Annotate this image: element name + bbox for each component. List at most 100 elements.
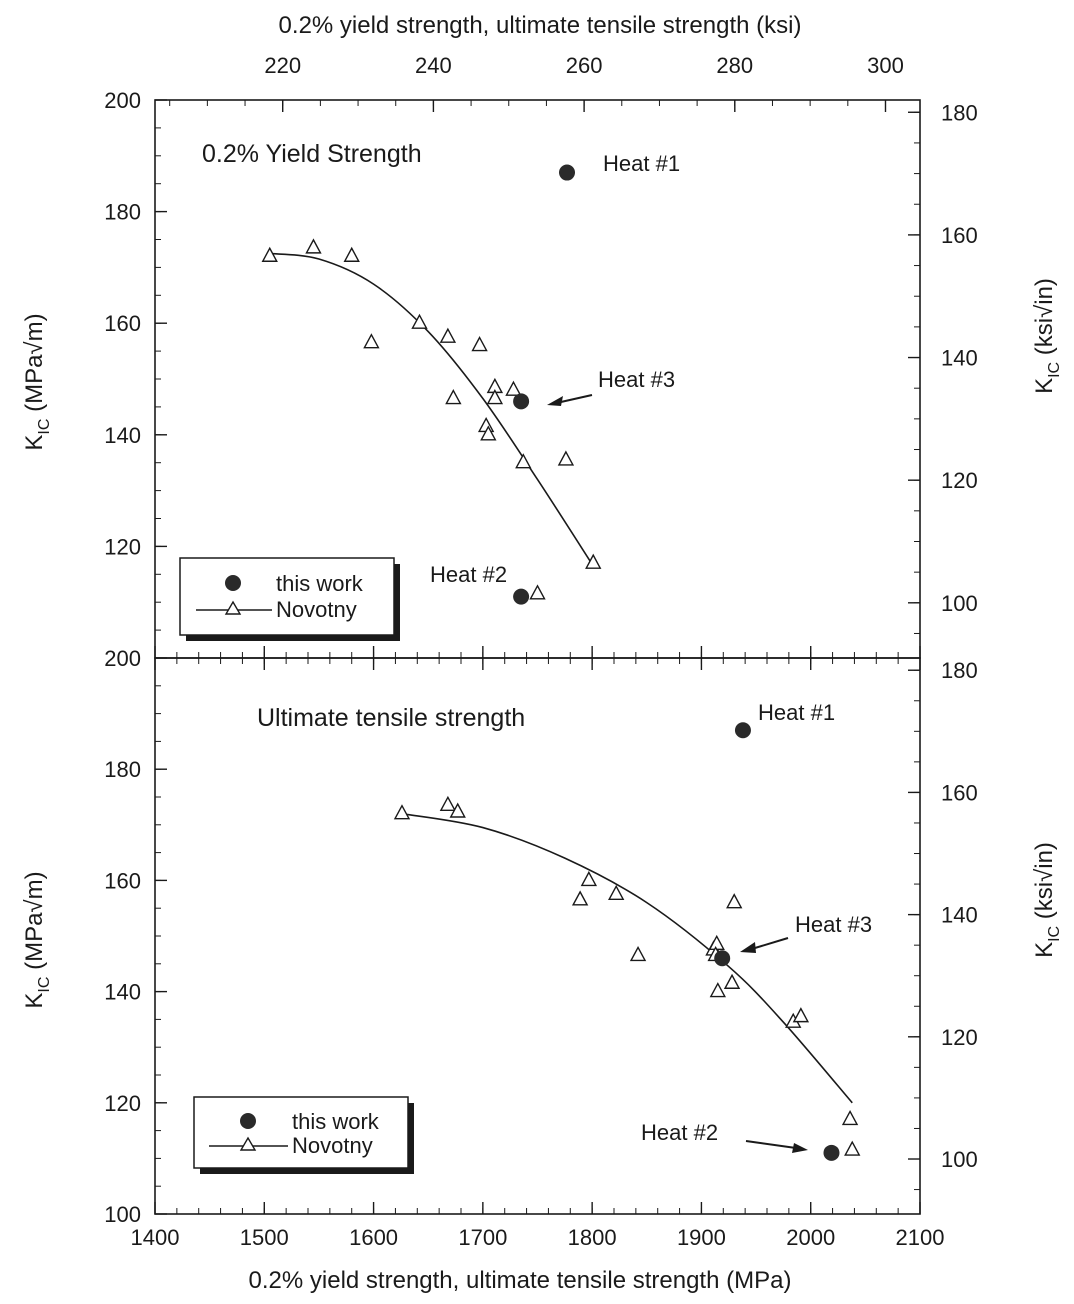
novotny-point-top xyxy=(439,327,457,343)
y-tick-label-top: 120 xyxy=(104,534,141,559)
novotny-point-top xyxy=(585,553,602,569)
legend-bottom: this work Novotny xyxy=(193,1096,414,1174)
x-tick-label: 1500 xyxy=(240,1225,289,1250)
top-x-tick-label: 260 xyxy=(566,53,603,78)
ylabel-sub: IC xyxy=(1046,362,1063,378)
novotny-point-top xyxy=(363,333,380,349)
novotny-point-top xyxy=(261,246,278,262)
novotny-point-bottom xyxy=(723,973,741,989)
this-work-point-bottom xyxy=(734,722,751,739)
novotny-point-bottom xyxy=(841,1110,859,1126)
bottom-axis-title: 0.2% yield strength, ultimate tensile st… xyxy=(249,1267,792,1294)
novotny-point-top xyxy=(305,238,322,254)
novotny-point-bottom xyxy=(449,802,466,818)
panel-top-left-ylabel: KIC (MPa√m) xyxy=(21,313,53,450)
ylabel-k: K xyxy=(1031,378,1058,394)
y-tick-label-bottom: 180 xyxy=(104,757,141,782)
x-tick-label: 2100 xyxy=(896,1225,945,1250)
right-y-tick-label-top: 140 xyxy=(941,346,978,371)
ylabel-unit: (MPa√m) xyxy=(21,871,48,976)
top-x-tick-label: 300 xyxy=(867,53,904,78)
ylabel-unit: (ksi√in) xyxy=(1031,278,1058,362)
legend-this-work-marker xyxy=(240,1113,256,1129)
annotation-bottom-heat2-arrow xyxy=(745,1140,808,1153)
novotny-point-top xyxy=(529,584,546,600)
annotation-top-heat3-arrow xyxy=(547,394,593,406)
annotation-bottom-heat3-arrow xyxy=(740,937,789,953)
legend-this-work-label: this work xyxy=(292,1109,380,1134)
novotny-point-top xyxy=(505,380,522,396)
right-y-tick-label-bottom: 160 xyxy=(941,780,978,805)
legend-novotny-marker xyxy=(239,1136,257,1151)
ylabel-sub: IC xyxy=(36,419,53,435)
novotny-point-bottom xyxy=(726,893,743,909)
novotny-point-bottom xyxy=(629,945,647,962)
panel-top-right-ylabel: KIC (ksi√in) xyxy=(1031,278,1063,394)
this-work-point-top xyxy=(513,393,530,410)
panel-bottom-title: Ultimate tensile strength xyxy=(257,704,525,732)
ylabel-unit: (ksi√in) xyxy=(1031,842,1058,926)
novotny-point-bottom xyxy=(709,982,726,998)
top-x-tick-label: 280 xyxy=(716,53,753,78)
novotny-fit-curve-bottom xyxy=(401,812,853,1104)
y-tick-label-top: 180 xyxy=(104,200,141,225)
panel-bottom-right-ylabel: KIC (ksi√in) xyxy=(1031,842,1063,958)
right-y-tick-label-top: 160 xyxy=(941,223,978,248)
novotny-point-top xyxy=(471,336,488,352)
y-tick-label-top: 140 xyxy=(104,423,141,448)
ylabel-k: K xyxy=(21,993,48,1009)
panel-bottom-left-ylabel: KIC (MPa√m) xyxy=(21,871,53,1008)
axes-layer: 1400 1500 1600 1700 1800 1900 2000 2100 220 240 26… xyxy=(104,53,977,1250)
legend-novotny-label: Novotny xyxy=(292,1133,373,1158)
novotny-point-top xyxy=(480,425,497,441)
y-tick-label-top: 200 xyxy=(104,88,141,113)
legend-this-work-marker xyxy=(225,575,241,591)
right-y-tick-label-bottom: 180 xyxy=(941,658,978,683)
right-y-tick-label-bottom: 120 xyxy=(941,1025,978,1050)
novotny-point-bottom xyxy=(792,1007,810,1023)
legend-box xyxy=(193,1096,409,1169)
y-tick-label-bottom: 100 xyxy=(104,1202,141,1227)
x-tick-label: 2000 xyxy=(786,1225,835,1250)
annotation-bottom-heat3: Heat #3 xyxy=(795,912,872,937)
right-y-tick-label-bottom: 140 xyxy=(941,903,978,928)
this-work-point-top xyxy=(513,588,530,605)
novotny-point-top xyxy=(515,453,532,469)
x-tick-label: 1600 xyxy=(349,1225,398,1250)
marks-layer xyxy=(261,164,861,1161)
annotation-top-heat3: Heat #3 xyxy=(598,367,675,392)
right-y-tick-label-top: 100 xyxy=(941,591,978,616)
novotny-point-top xyxy=(343,246,360,262)
novotny-fit-curve-top xyxy=(269,252,594,567)
right-y-tick-label-top: 180 xyxy=(941,100,978,125)
y-tick-label-bottom: 160 xyxy=(104,868,141,893)
novotny-point-top xyxy=(486,389,504,405)
novotny-point-top xyxy=(445,389,462,405)
this-work-point-bottom xyxy=(714,950,731,967)
y-tick-label-bottom: 120 xyxy=(104,1091,141,1116)
ylabel-sub: IC xyxy=(36,977,53,993)
novotny-point-bottom xyxy=(439,795,457,812)
annotation-top-heat2: Heat #2 xyxy=(430,562,507,587)
novotny-point-bottom xyxy=(571,890,589,906)
legend-novotny-marker xyxy=(224,600,242,615)
x-tick-label: 1900 xyxy=(677,1225,726,1250)
this-work-point-top xyxy=(559,164,576,181)
novotny-point-top xyxy=(557,450,575,466)
legend-this-work-label: this work xyxy=(276,571,364,596)
ylabel-k: K xyxy=(21,435,48,451)
ylabel-k: K xyxy=(1031,942,1058,958)
annotation-top-heat1: Heat #1 xyxy=(603,151,680,176)
ylabel-unit: (MPa√m) xyxy=(21,313,48,418)
right-y-tick-label-top: 120 xyxy=(941,468,978,493)
y-tick-label-top: 160 xyxy=(104,311,141,336)
panel-top-title: 0.2% Yield Strength xyxy=(202,140,422,168)
annotation-bottom-heat2: Heat #2 xyxy=(641,1120,718,1145)
novotny-point-bottom xyxy=(393,804,411,820)
y-tick-label-bottom: 200 xyxy=(104,646,141,671)
this-work-point-bottom xyxy=(823,1144,840,1161)
annotation-bottom-heat1: Heat #1 xyxy=(758,700,835,725)
top-x-tick-label: 220 xyxy=(264,53,301,78)
